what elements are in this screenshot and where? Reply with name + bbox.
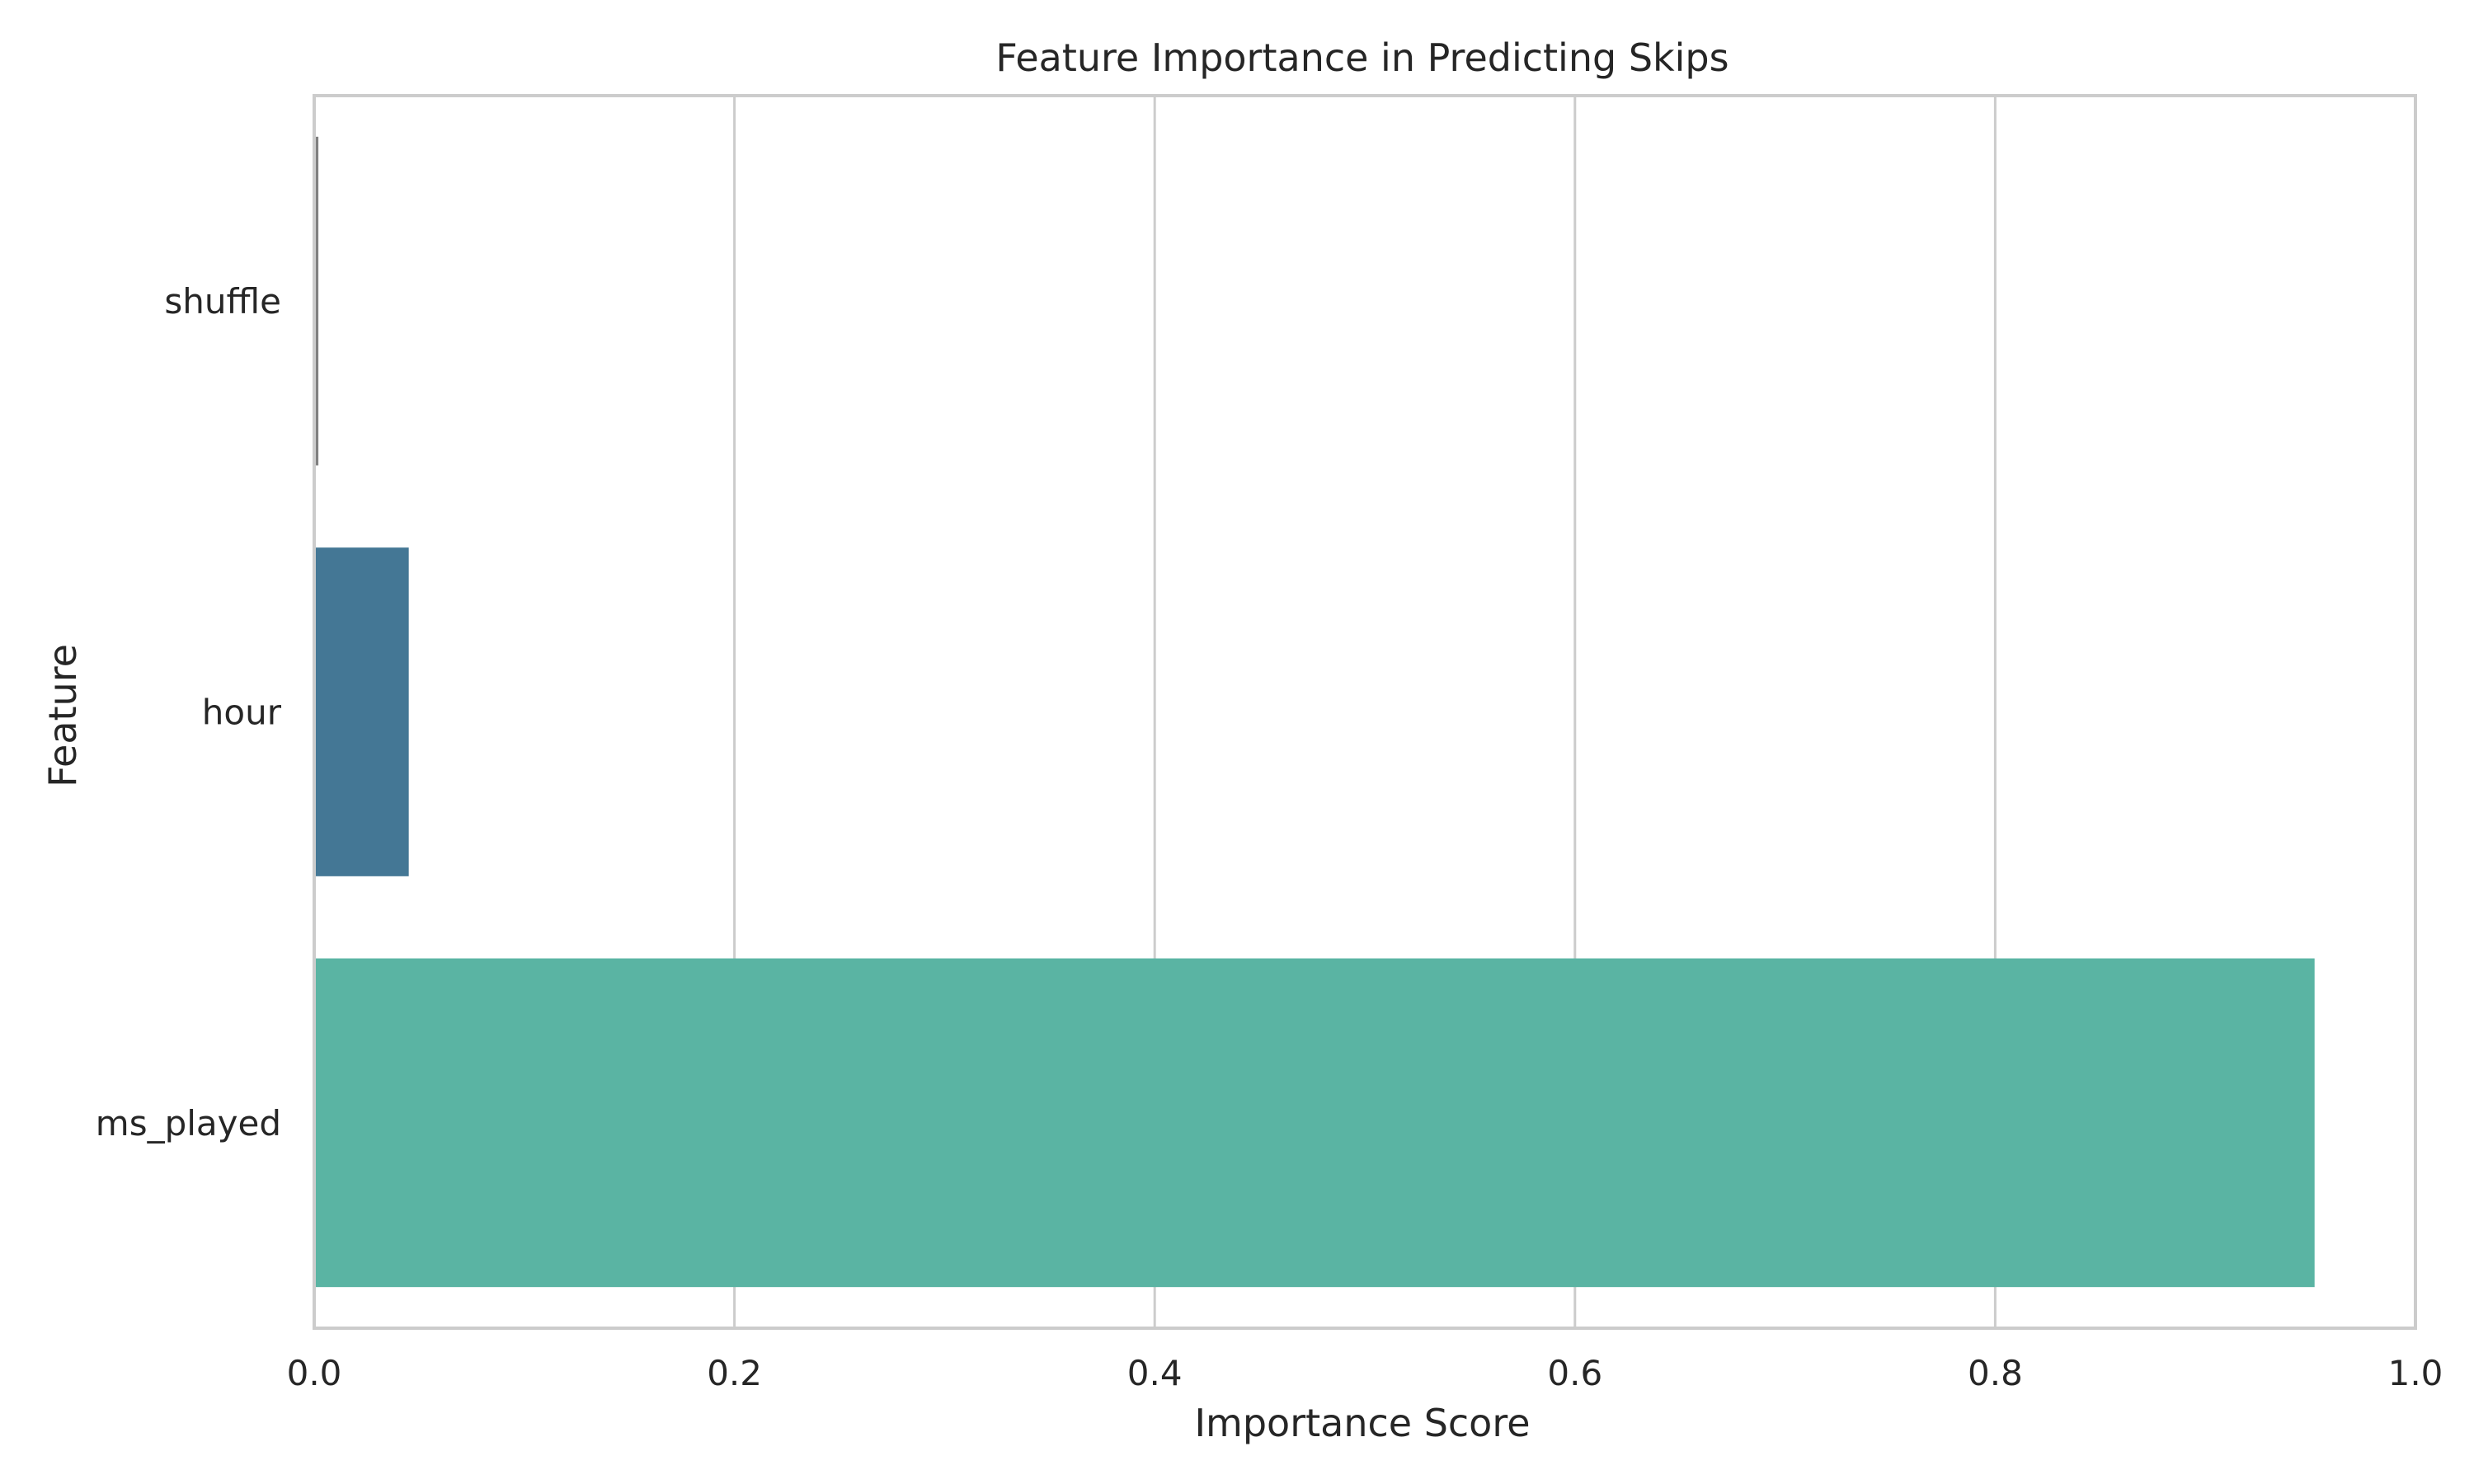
bar-shuffle — [314, 136, 319, 466]
y-axis-label: Feature — [40, 644, 85, 787]
x-tick-label: 0.2 — [707, 1353, 762, 1393]
x-tick-label: 0.4 — [1127, 1353, 1183, 1393]
y-tick-label: shuffle — [164, 281, 281, 322]
x-tick-label: 1.0 — [2388, 1353, 2443, 1393]
bar-hour — [314, 547, 409, 876]
y-tick-label: hour — [202, 693, 282, 733]
x-tick-label: 0.8 — [1968, 1353, 2023, 1393]
x-tick-label: 0.6 — [1547, 1353, 1602, 1393]
plot-frame — [313, 94, 2417, 1330]
x-tick-labels: 0.0 0.2 0.4 0.6 0.8 1.0 — [287, 1353, 2443, 1393]
bar-ms-played — [314, 958, 2315, 1288]
bars — [314, 136, 2315, 1288]
chart-title: Feature Importance in Predicting Skips — [995, 35, 1729, 80]
x-axis-label: Importance Score — [1194, 1401, 1530, 1445]
y-tick-label: ms_played — [96, 1103, 281, 1144]
x-tick-label: 0.0 — [287, 1353, 342, 1393]
y-tick-labels: shuffle hour ms_played — [96, 281, 282, 1144]
